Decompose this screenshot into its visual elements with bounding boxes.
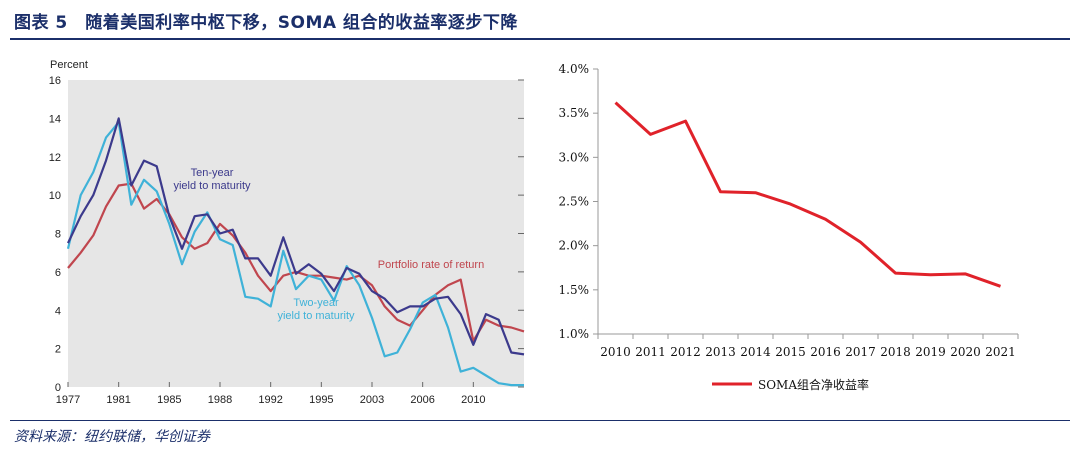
y-tick-label: 8	[55, 229, 61, 241]
y-tick-label: 2.0%	[559, 239, 590, 253]
portfolio-annotation: Portfolio rate of return	[378, 259, 484, 271]
y-tick-label: 2	[55, 344, 61, 356]
x-tick-label: 2018	[880, 345, 911, 359]
two-year-annotation: Two-year	[293, 297, 339, 309]
y-tick-label: 1.5%	[559, 283, 590, 297]
ten-year-annotation: yield to maturity	[173, 180, 251, 192]
ten-year-annotation: Ten-year	[191, 167, 234, 179]
y-tick-label: 3.5%	[559, 106, 590, 120]
y-tick-label: 14	[49, 113, 61, 125]
x-tick-label: 2011	[635, 345, 666, 359]
title-divider	[10, 38, 1070, 40]
x-tick-label: 2021	[985, 345, 1016, 359]
y-axis-label: Percent	[50, 59, 88, 71]
y-tick-label: 4.0%	[559, 62, 590, 76]
x-tick-label: 1992	[258, 394, 282, 406]
two-year-annotation: yield to maturity	[277, 310, 355, 322]
y-tick-label: 6	[55, 267, 61, 279]
y-tick-label: 16	[49, 75, 61, 87]
footer-divider	[10, 420, 1070, 421]
legend-label: SOMA组合净收益率	[758, 377, 869, 392]
plot-area	[68, 80, 524, 387]
soma-yield-line	[614, 101, 1002, 288]
y-tick-label: 0	[55, 382, 61, 394]
y-tick-label: 12	[49, 152, 61, 164]
two-year-yield-line	[66, 121, 524, 387]
y-tick-label: 3.0%	[559, 150, 590, 164]
x-tick-label: 1985	[157, 394, 181, 406]
x-tick-label: 2014	[740, 345, 771, 359]
x-tick-label: 1977	[56, 394, 80, 406]
x-tick-label: 1995	[309, 394, 333, 406]
x-tick-label: 1981	[106, 394, 130, 406]
y-tick-label: 2.5%	[559, 195, 590, 209]
x-tick-label: 2003	[360, 394, 384, 406]
x-tick-label: 2010	[600, 345, 631, 359]
ten-year-yield-line	[67, 117, 525, 356]
y-tick-label: 10	[49, 190, 61, 202]
y-tick-label: 4	[55, 305, 61, 317]
y-tick-label: 1.0%	[559, 327, 590, 341]
x-tick-label: 2010	[461, 394, 485, 406]
x-tick-label: 2012	[670, 345, 701, 359]
x-tick-label: 2017	[845, 345, 876, 359]
source-note: 资料来源：纽约联储，华创证券	[14, 429, 210, 445]
x-tick-label: 2013	[705, 345, 736, 359]
x-tick-label: 2019	[915, 345, 946, 359]
x-tick-label: 2015	[775, 345, 806, 359]
x-tick-label: 1988	[208, 394, 232, 406]
x-tick-label: 2020	[950, 345, 981, 359]
x-tick-label: 2006	[410, 394, 434, 406]
figure-title: 图表 5 随着美国利率中枢下移，SOMA 组合的收益率逐步下降	[14, 13, 518, 33]
x-tick-label: 2016	[810, 345, 841, 359]
